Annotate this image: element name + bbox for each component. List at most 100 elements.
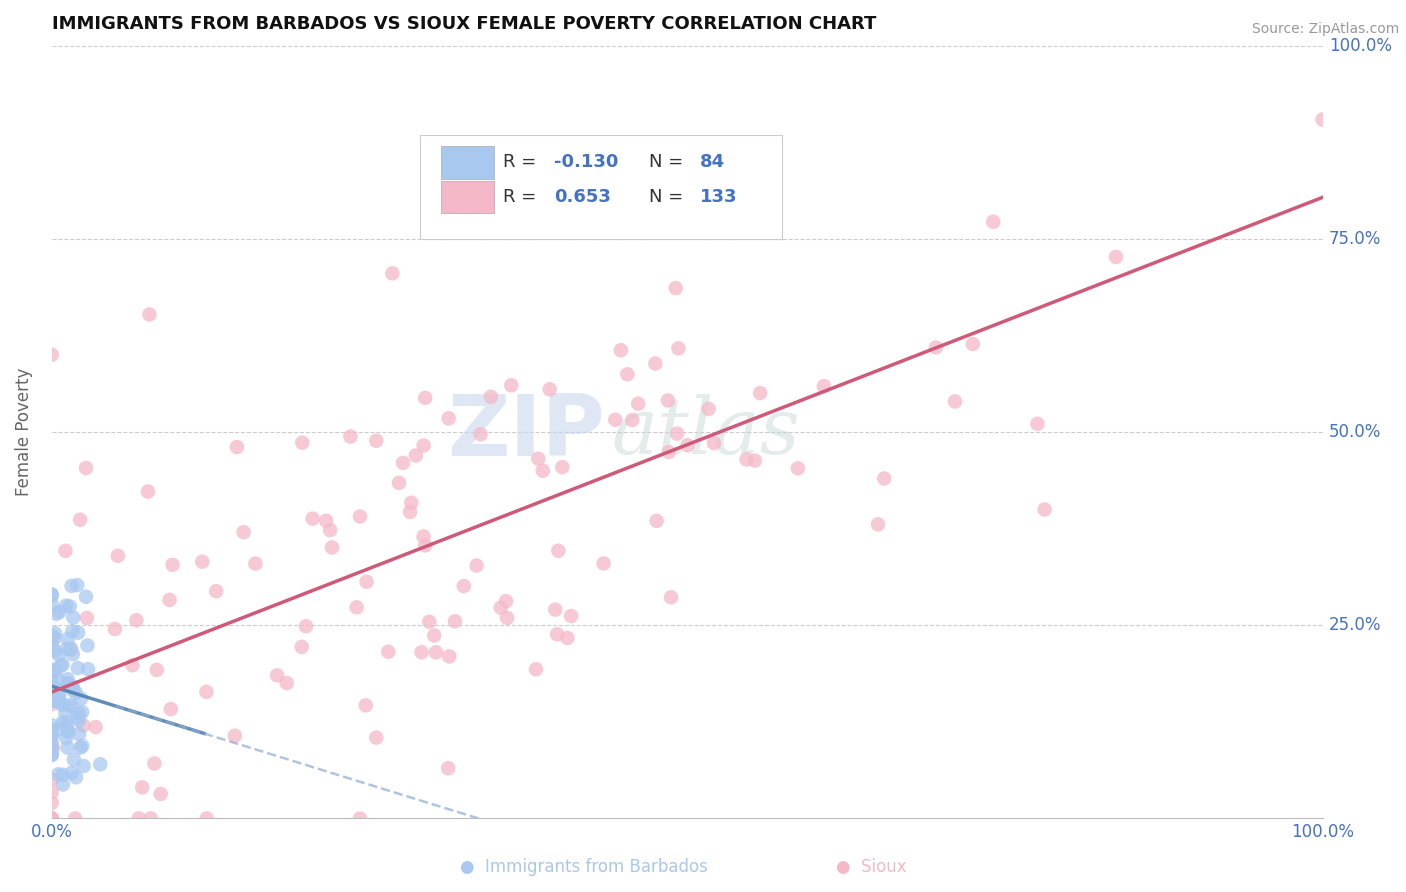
Point	[162, 558, 184, 572]
Point	[232, 525, 254, 540]
Point	[668, 341, 690, 355]
Point	[56, 677, 79, 691]
Point	[56, 723, 79, 738]
Text: 25.0%: 25.0%	[1329, 616, 1382, 634]
Point	[943, 394, 966, 409]
Point	[538, 382, 561, 396]
Point	[41, 587, 63, 601]
Point	[84, 720, 107, 734]
Point	[346, 600, 368, 615]
Point	[51, 657, 73, 672]
Point	[62, 647, 84, 661]
Point	[1105, 250, 1128, 264]
Point	[51, 715, 73, 730]
Point	[139, 812, 162, 826]
Point	[616, 368, 638, 382]
Point	[41, 662, 63, 676]
Point	[56, 740, 79, 755]
Point	[41, 690, 63, 705]
Point	[453, 579, 475, 593]
Point	[44, 626, 66, 640]
Point	[444, 614, 467, 628]
Point	[69, 740, 91, 755]
Point	[749, 386, 772, 401]
Point	[59, 641, 82, 656]
FancyBboxPatch shape	[440, 146, 494, 178]
Point	[621, 413, 644, 427]
Point	[69, 513, 91, 527]
Text: N =: N =	[650, 153, 689, 171]
Point	[425, 645, 447, 659]
Point	[388, 475, 411, 490]
Point	[41, 812, 63, 826]
Point	[560, 609, 582, 624]
Point	[489, 600, 512, 615]
Point	[56, 676, 79, 690]
Text: 84: 84	[700, 153, 725, 171]
Point	[67, 625, 90, 640]
Point	[645, 514, 668, 528]
Point	[66, 710, 89, 724]
Point	[744, 453, 766, 467]
Point	[63, 753, 86, 767]
Text: 133: 133	[700, 188, 737, 206]
Point	[41, 681, 63, 695]
Point	[41, 589, 63, 603]
Point	[41, 664, 63, 678]
Point	[72, 718, 94, 732]
Point	[41, 812, 63, 826]
Point	[46, 673, 69, 687]
Point	[56, 672, 79, 686]
Point	[67, 727, 90, 741]
Point	[381, 266, 404, 280]
Point	[666, 426, 689, 441]
Point	[544, 602, 567, 616]
Point	[66, 578, 89, 592]
Point	[51, 768, 73, 782]
Point	[55, 731, 77, 745]
Point	[291, 640, 314, 654]
Point	[46, 687, 69, 701]
Point	[41, 723, 63, 738]
Point	[470, 427, 492, 442]
Point	[437, 761, 460, 775]
Point	[62, 680, 84, 694]
Point	[266, 668, 288, 682]
Point	[592, 557, 614, 571]
Point	[41, 348, 63, 362]
Point	[52, 777, 75, 791]
Point	[354, 698, 377, 713]
Point	[41, 785, 63, 799]
Text: N =: N =	[650, 188, 689, 206]
Point	[45, 694, 67, 708]
Point	[65, 812, 87, 826]
Point	[62, 624, 84, 639]
Point	[465, 558, 488, 573]
Point	[44, 631, 66, 645]
Point	[813, 379, 835, 393]
Point	[557, 631, 579, 645]
Point	[399, 496, 422, 510]
Point	[561, 207, 583, 221]
Point	[60, 765, 83, 780]
Point	[659, 591, 682, 605]
Point	[41, 747, 63, 762]
Point	[44, 665, 66, 679]
Point	[439, 649, 461, 664]
Point	[41, 748, 63, 763]
Point	[55, 714, 77, 729]
Point	[107, 549, 129, 563]
Point	[138, 308, 160, 322]
Point	[41, 741, 63, 756]
Point	[46, 723, 69, 737]
Y-axis label: Female Poverty: Female Poverty	[15, 368, 32, 496]
Point	[49, 658, 72, 673]
Point	[501, 378, 523, 392]
Point	[66, 661, 89, 675]
Point	[42, 741, 65, 756]
Text: 100.0%: 100.0%	[1329, 37, 1392, 54]
Point	[41, 728, 63, 742]
Point	[657, 393, 679, 408]
Point	[496, 611, 519, 625]
Point	[89, 757, 111, 772]
